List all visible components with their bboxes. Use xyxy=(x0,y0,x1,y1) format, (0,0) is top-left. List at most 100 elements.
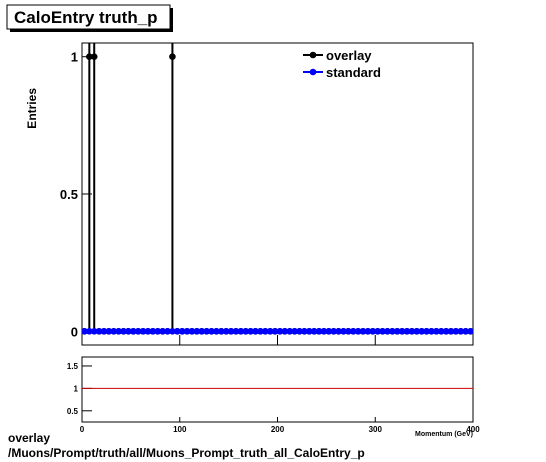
data-point xyxy=(393,327,401,335)
x-tick-label: 100 xyxy=(173,425,187,434)
legend-label: standard xyxy=(326,65,381,80)
y-axis-label: Entries xyxy=(25,88,39,129)
data-point xyxy=(213,327,220,335)
data-point xyxy=(349,327,357,335)
data-point xyxy=(398,327,406,335)
data-point xyxy=(217,327,225,335)
y-tick-label: 1 xyxy=(74,384,79,393)
data-point xyxy=(110,327,118,335)
data-point xyxy=(242,327,250,335)
data-point xyxy=(183,327,191,335)
data-point xyxy=(130,327,137,335)
data-point xyxy=(144,327,152,335)
data-point xyxy=(237,327,245,335)
data-point xyxy=(257,327,264,335)
data-point xyxy=(169,53,176,61)
legend-label: overlay xyxy=(326,48,372,63)
x-axis-label: Momentum (GeV) xyxy=(415,431,473,438)
data-point xyxy=(354,327,362,335)
x-tick-label: 0 xyxy=(80,425,85,434)
data-point xyxy=(90,327,98,335)
data-point xyxy=(227,327,235,335)
data-point xyxy=(452,327,460,335)
chart-title: CaloEntry truth_p xyxy=(14,8,158,27)
data-point xyxy=(369,327,377,335)
data-point xyxy=(467,327,473,335)
data-point xyxy=(90,53,98,61)
data-point xyxy=(428,327,435,335)
data-point xyxy=(389,327,396,335)
data-point xyxy=(120,327,127,335)
plot-area xyxy=(82,43,473,335)
data-point xyxy=(423,327,430,335)
y-tick-label: 0.5 xyxy=(60,187,78,202)
y-tick-label: 0 xyxy=(71,324,78,339)
data-point xyxy=(164,327,171,335)
data-point xyxy=(335,327,342,335)
data-point xyxy=(86,327,93,335)
data-point xyxy=(252,327,259,335)
data-point xyxy=(149,327,157,335)
legend-marker xyxy=(309,68,317,76)
data-point xyxy=(291,327,298,335)
data-point xyxy=(159,327,166,335)
data-point xyxy=(203,327,210,335)
x-tick-label: 300 xyxy=(369,425,383,434)
data-point xyxy=(325,327,333,335)
data-point xyxy=(364,327,372,335)
data-point xyxy=(134,327,142,335)
data-point xyxy=(413,327,421,335)
legend-marker xyxy=(309,51,317,59)
data-point xyxy=(208,327,215,335)
data-point xyxy=(154,327,162,335)
data-point xyxy=(384,327,391,335)
data-point xyxy=(301,327,308,335)
data-point xyxy=(374,327,381,335)
data-point xyxy=(188,327,196,335)
x-tick-label: 200 xyxy=(271,425,285,434)
data-point xyxy=(193,327,201,335)
data-point xyxy=(276,327,284,335)
data-point xyxy=(330,327,338,335)
data-point xyxy=(105,327,113,335)
data-point xyxy=(418,327,425,335)
data-point xyxy=(232,327,240,335)
data-point xyxy=(86,53,93,61)
y-tick-label: 0.5 xyxy=(67,407,79,416)
data-point xyxy=(408,327,416,335)
data-point xyxy=(286,327,294,335)
data-point xyxy=(139,327,147,335)
data-point xyxy=(100,327,108,335)
main-frame xyxy=(81,42,474,346)
data-point xyxy=(305,327,313,335)
data-point xyxy=(310,327,318,335)
data-point xyxy=(178,327,186,335)
data-point xyxy=(95,327,103,335)
y-tick-label: 1.5 xyxy=(67,362,79,371)
data-point xyxy=(198,327,206,335)
data-point xyxy=(315,327,323,335)
data-point xyxy=(379,327,386,335)
data-point xyxy=(174,327,181,335)
footer-path: /Muons/Prompt/truth/all/Muons_Prompt_tru… xyxy=(8,446,365,460)
x-tick-label: 400 xyxy=(466,425,480,434)
data-point xyxy=(169,327,176,335)
data-point xyxy=(437,327,445,335)
footer-line: overlay xyxy=(8,431,50,445)
data-point xyxy=(266,327,274,335)
data-point xyxy=(222,327,230,335)
data-point xyxy=(261,327,269,335)
data-point xyxy=(320,327,328,335)
data-point xyxy=(340,327,347,335)
data-point xyxy=(247,327,254,335)
data-point xyxy=(403,327,411,335)
data-point xyxy=(447,327,455,335)
data-point xyxy=(433,327,440,335)
title-box xyxy=(6,4,171,30)
data-point xyxy=(345,327,352,335)
data-point xyxy=(125,327,132,335)
ratio-frame xyxy=(81,356,474,423)
data-point xyxy=(462,327,469,335)
